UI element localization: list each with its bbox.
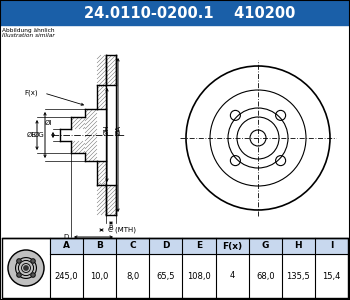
- Text: ØA: ØA: [116, 125, 122, 135]
- Text: ØI: ØI: [45, 120, 52, 126]
- Text: F(x): F(x): [222, 242, 242, 250]
- Text: 8,0: 8,0: [126, 272, 139, 280]
- Circle shape: [31, 259, 35, 263]
- Text: G: G: [261, 242, 269, 250]
- Text: 15,4: 15,4: [322, 272, 341, 280]
- Text: A: A: [63, 242, 70, 250]
- Circle shape: [8, 250, 44, 286]
- Bar: [2, 238, 348, 298]
- Text: F(x): F(x): [25, 90, 38, 96]
- Text: B: B: [108, 225, 113, 231]
- Text: 4: 4: [230, 272, 235, 280]
- Text: 24.0110-0200.1    410200: 24.0110-0200.1 410200: [84, 5, 296, 20]
- Text: C: C: [130, 242, 136, 250]
- Circle shape: [24, 266, 28, 270]
- Text: D: D: [64, 234, 69, 240]
- Text: ØH: ØH: [104, 124, 110, 135]
- Text: 108,0: 108,0: [187, 272, 211, 280]
- Text: E: E: [196, 242, 202, 250]
- Text: ØG: ØG: [33, 132, 44, 138]
- Circle shape: [17, 259, 21, 263]
- Bar: [50, 238, 348, 254]
- Text: ØE: ØE: [26, 132, 36, 138]
- Text: 65,5: 65,5: [157, 272, 175, 280]
- Text: B: B: [96, 242, 103, 250]
- Text: 10,0: 10,0: [91, 272, 109, 280]
- Text: H: H: [294, 242, 302, 250]
- Circle shape: [17, 273, 21, 277]
- Text: 135,5: 135,5: [286, 272, 310, 280]
- Text: I: I: [330, 242, 333, 250]
- Text: Abbildung ähnlich: Abbildung ähnlich: [2, 28, 55, 33]
- Text: C (MTH): C (MTH): [108, 227, 136, 233]
- Circle shape: [31, 273, 35, 277]
- Text: Illustration similar: Illustration similar: [2, 33, 55, 38]
- Text: 245,0: 245,0: [55, 272, 78, 280]
- Text: D: D: [162, 242, 170, 250]
- Text: 68,0: 68,0: [256, 272, 274, 280]
- Bar: [0, 0, 350, 25]
